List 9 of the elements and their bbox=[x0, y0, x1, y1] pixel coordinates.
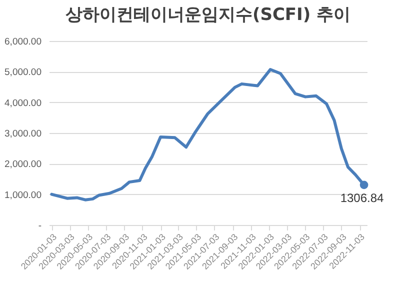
y-tick-label: 5,000.00 bbox=[4, 67, 42, 78]
y-tick-label: 6,000.00 bbox=[4, 36, 42, 48]
chart-title: 상하이컨테이너운임지수(SCFI) 추이 bbox=[65, 5, 351, 25]
y-tick-label: 2,000.00 bbox=[4, 159, 42, 170]
y-tick-label: 1,000.00 bbox=[4, 190, 42, 201]
y-tick-label: 3,000.00 bbox=[4, 128, 42, 140]
annotation: 1306.84 bbox=[340, 190, 384, 205]
y-tick-label: 4,000.00 bbox=[4, 98, 42, 109]
y-tick-label: - bbox=[38, 220, 42, 232]
